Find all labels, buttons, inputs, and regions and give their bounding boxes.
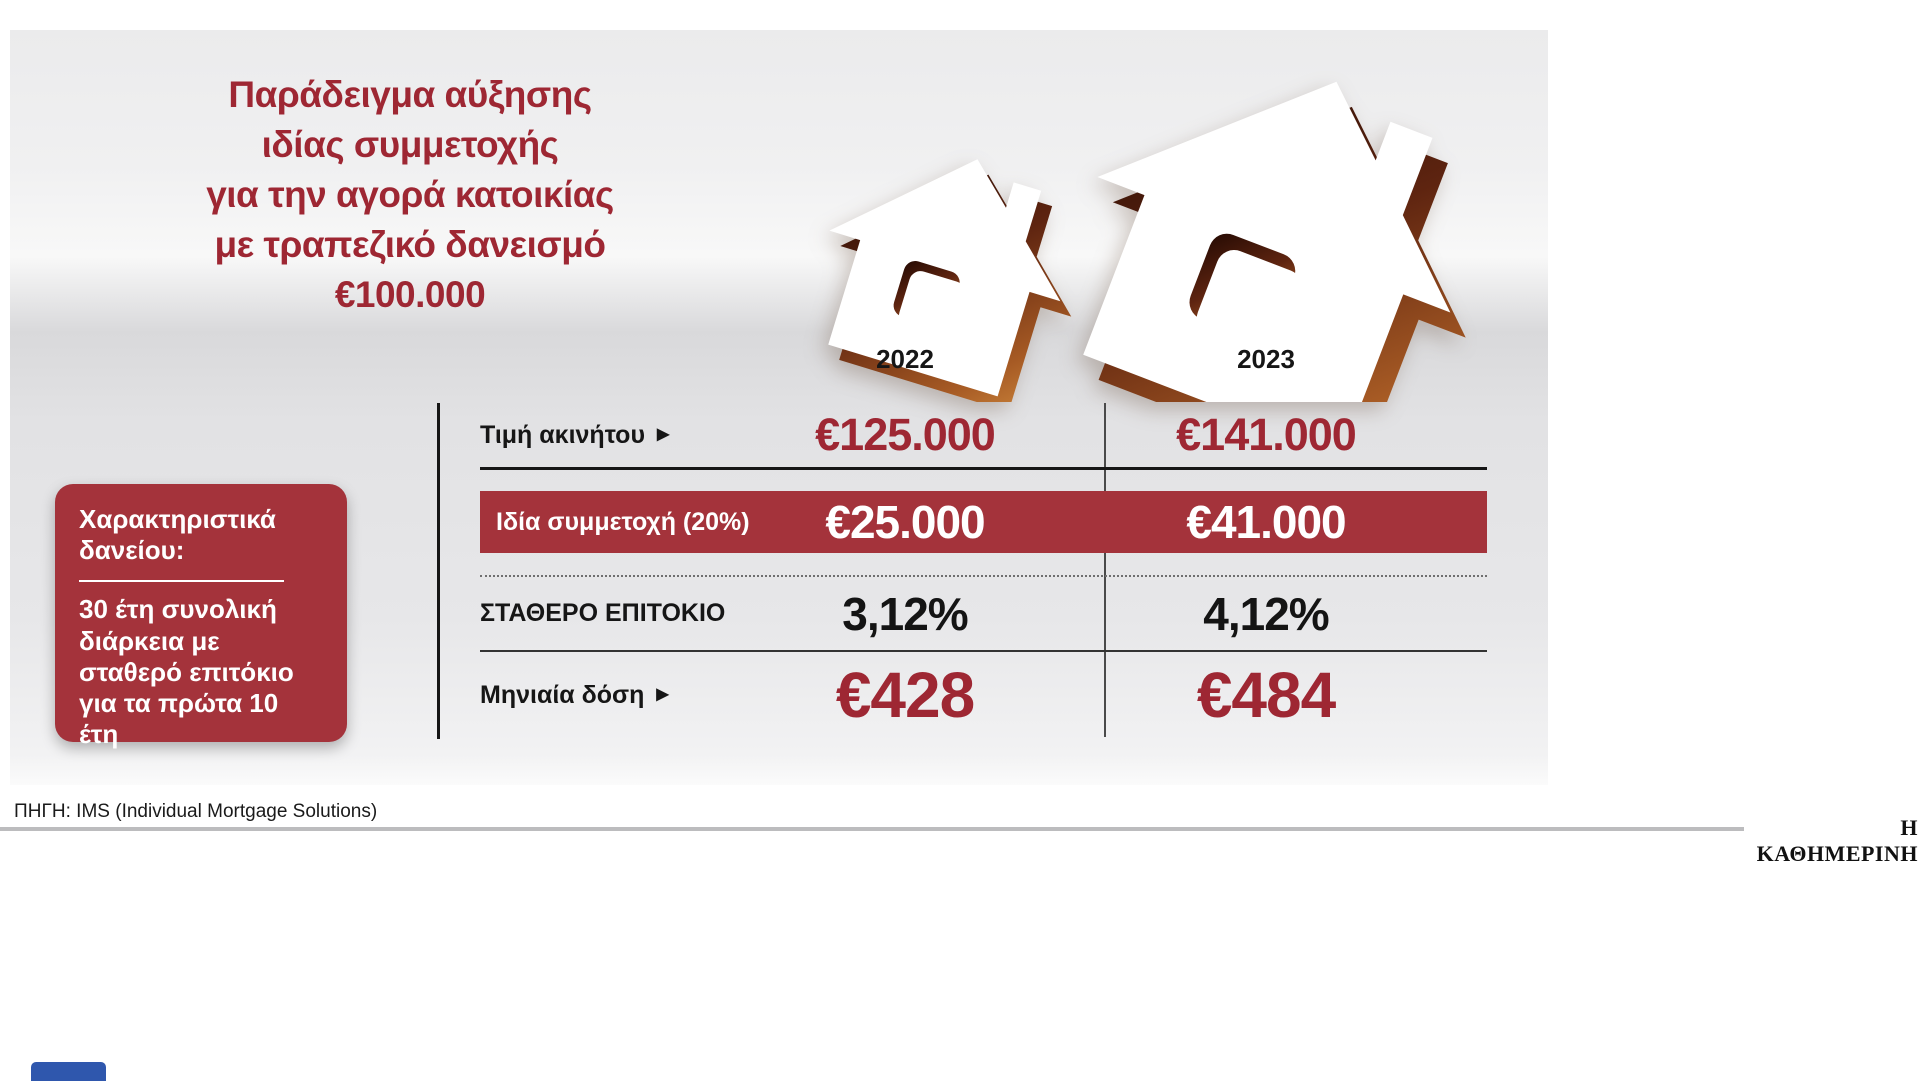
table-row-fixed-rate: ΣΤΑΘΕΡΟ ΕΠΙΤΟΚΙΟ 3,12% 4,12% <box>480 577 1487 650</box>
arrow-right-icon: ▶ <box>657 426 670 443</box>
separator-solid <box>480 467 1487 470</box>
comparison-table: Τιμή ακινήτου ▶ €125.000 €141.000 Ιδία σ… <box>480 403 1487 738</box>
value-2022-property-price: €125.000 <box>815 409 996 460</box>
value-2022-fixed-rate: 3,12% <box>842 587 968 640</box>
value-2023-own-participation: €41.000 <box>1186 496 1346 548</box>
value-2023-monthly-installment: €484 <box>1196 659 1336 731</box>
house-icon-large <box>1036 24 1529 402</box>
value-2023-fixed-rate: 4,12% <box>1203 587 1329 640</box>
row-label-own-participation: Ιδία συμμετοχή (20%) <box>480 508 760 537</box>
footer-rule <box>0 827 1744 831</box>
table-row-monthly-installment: Μηνιαία δόση ▶ €428 €484 <box>480 652 1487 738</box>
table-row-property-price: Τιμή ακινήτου ▶ €125.000 €141.000 <box>480 403 1487 467</box>
house-icon-small <box>797 124 1104 402</box>
column-header-2023: 2023 <box>1237 344 1295 374</box>
table-row-own-participation: Ιδία συμμετοχή (20%) €25.000 €41.000 <box>480 491 1487 553</box>
separator-dotted <box>480 575 1487 577</box>
source-note: ΠΗΓΗ: IMS (Individual Mortgage Solutions… <box>14 801 378 822</box>
bottom-left-blue-shape <box>31 1062 106 1081</box>
loan-box-divider <box>79 580 284 583</box>
table-left-rule <box>437 403 440 739</box>
loan-box-body: 30 έτη συνολική διάρκεια με σταθερό επιτ… <box>79 594 294 750</box>
row-label-property-price: Τιμή ακινήτου ▶ <box>480 421 760 450</box>
row-label-fixed-rate: ΣΤΑΘΕΡΟ ΕΠΙΤΟΚΙΟ <box>480 599 760 628</box>
loan-box-heading: Χαρακτηριστικά δανείου: <box>79 504 276 566</box>
loan-characteristics-box: Χαρακτηριστικά δανείου: 30 έτη συνολική … <box>55 484 347 749</box>
separator-thin <box>480 650 1487 652</box>
chart-title: Παράδειγμα αύξησης ιδίας συμμετοχής για … <box>206 74 614 315</box>
column-header-2022: 2022 <box>876 344 934 374</box>
arrow-right-icon: ▶ <box>656 686 669 703</box>
value-2023-property-price: €141.000 <box>1176 409 1357 460</box>
row-label-text: Ιδία συμμετοχή (20%) <box>496 507 750 536</box>
houses-illustration <box>797 24 1529 402</box>
value-2022-own-participation: €25.000 <box>825 496 985 548</box>
row-label-monthly-installment: Μηνιαία δόση ▶ <box>480 681 760 710</box>
row-label-text: Τιμή ακινήτου <box>480 420 645 449</box>
value-2022-monthly-installment: €428 <box>835 659 975 731</box>
publisher-logotype: Η ΚΑΘΗΜΕΡΙΝΗ <box>1756 815 1918 866</box>
column-divider-line <box>1104 403 1106 737</box>
row-label-text: ΣΤΑΘΕΡΟ ΕΠΙΤΟΚΙΟ <box>480 599 726 627</box>
row-label-text: Μηνιαία δόση <box>480 680 645 709</box>
